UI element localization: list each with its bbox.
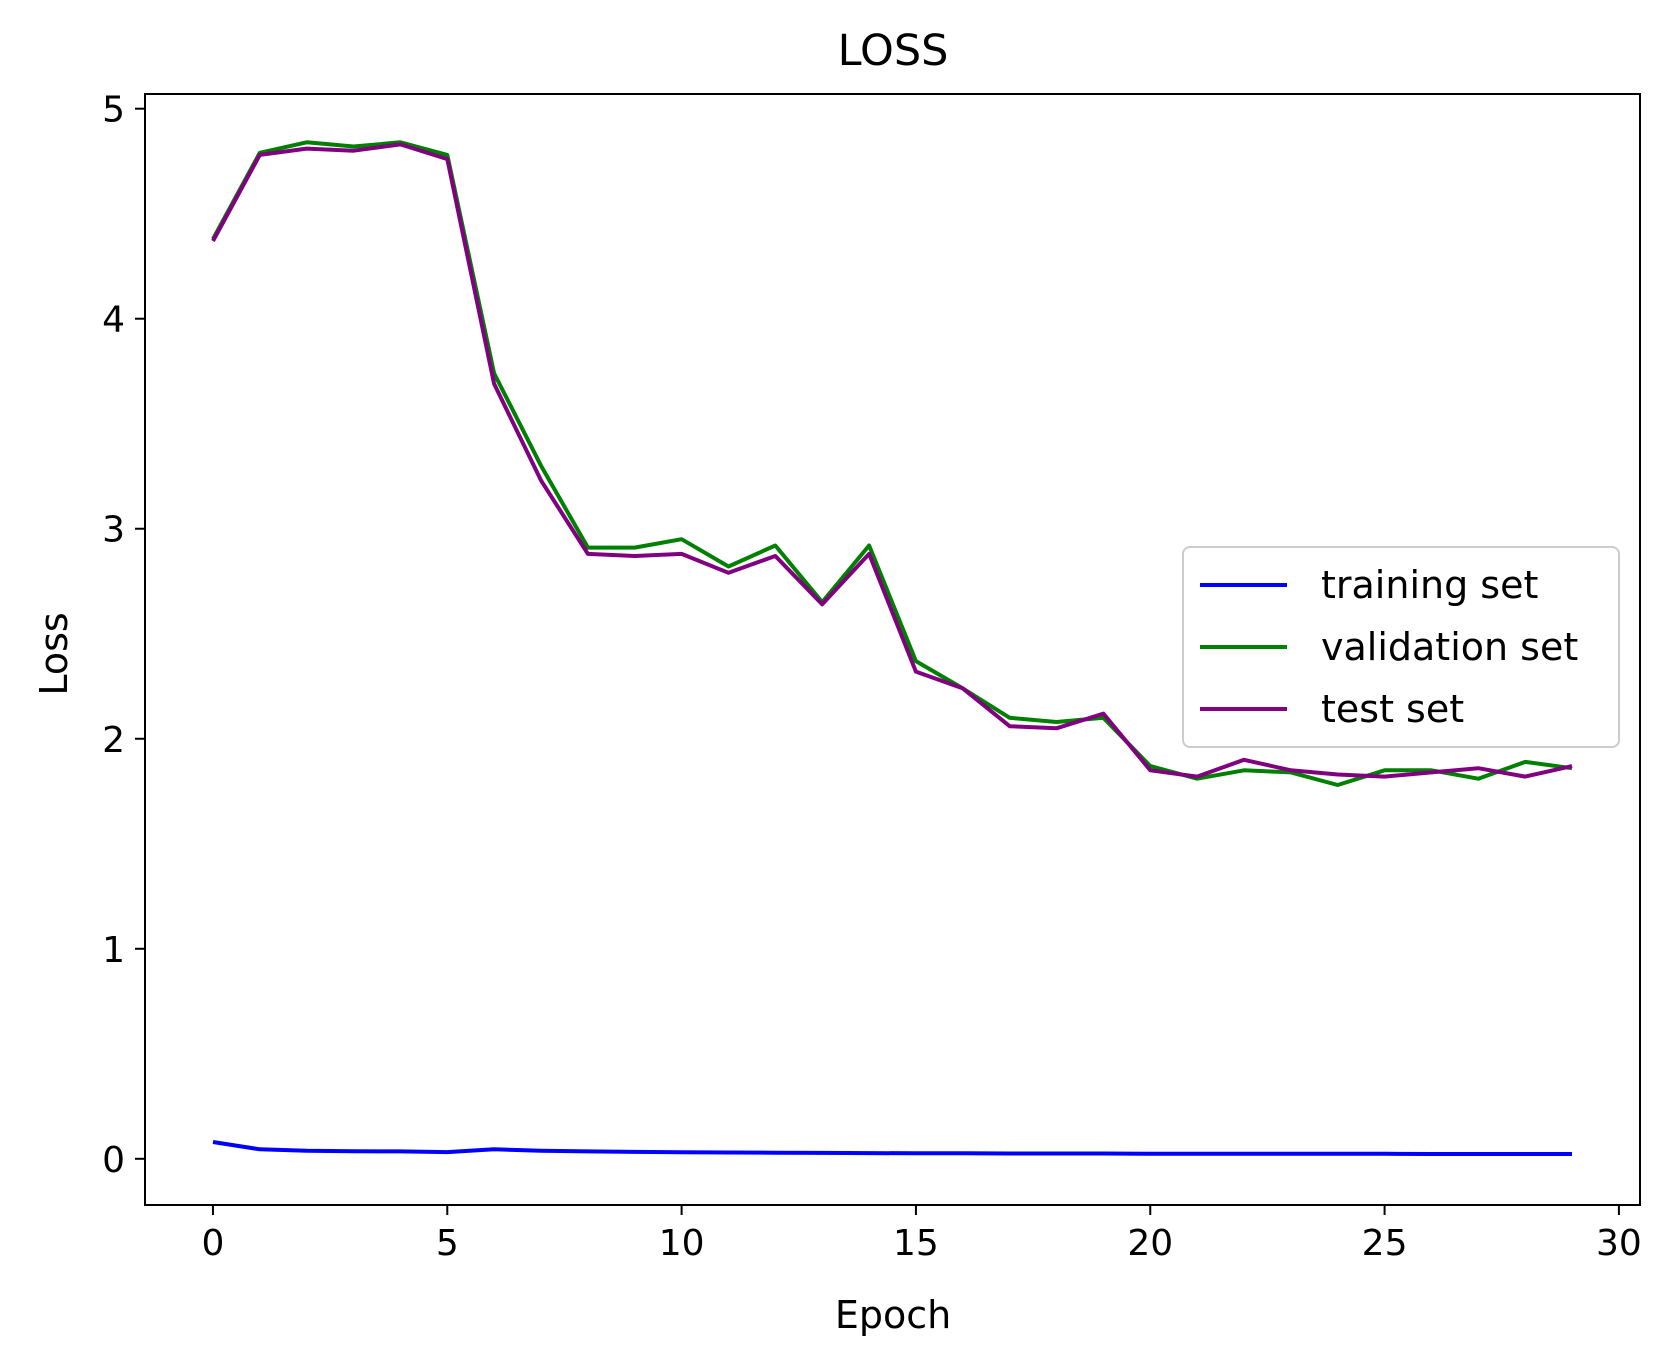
legend-box: [1182, 546, 1620, 748]
series-layer: [211, 140, 1573, 1156]
legend: training set validation set test set: [1182, 546, 1620, 748]
y-tick-label: 0: [102, 1140, 125, 1181]
chart-title: LOSS: [838, 26, 949, 76]
y-tick-label: 5: [102, 90, 125, 131]
x-tick-label: 5: [436, 1223, 459, 1264]
series-line-training-set: [212, 1140, 1572, 1156]
x-tick-label: 15: [893, 1223, 939, 1264]
x-tick-label: 30: [1596, 1223, 1642, 1264]
plot-area: [144, 93, 1641, 1206]
x-tick-label: 20: [1127, 1223, 1173, 1264]
y-axis-label: Loss: [32, 612, 76, 695]
legend-label-validation-set: validation set: [1321, 625, 1578, 669]
series-line-test-set: [211, 142, 1573, 779]
legend-label-training-set: training set: [1321, 563, 1538, 607]
x-tick-label: 0: [202, 1223, 225, 1264]
y-tick-label: 3: [102, 510, 125, 551]
plot-frame: [144, 93, 1641, 1206]
y-axis-ticks: 0 1 2 3 4 5: [102, 90, 145, 1181]
y-tick-label: 4: [102, 300, 125, 341]
series-line-validation-set: [211, 140, 1573, 787]
x-axis-ticks: 0 5 10 15 20 25 30: [202, 1205, 1642, 1264]
x-tick-label: 25: [1362, 1223, 1408, 1264]
x-axis-label: Epoch: [835, 1293, 951, 1337]
y-tick-label: 1: [102, 930, 125, 971]
legend-label-test-set: test set: [1321, 687, 1464, 731]
x-tick-label: 10: [659, 1223, 705, 1264]
y-tick-label: 2: [102, 720, 125, 761]
